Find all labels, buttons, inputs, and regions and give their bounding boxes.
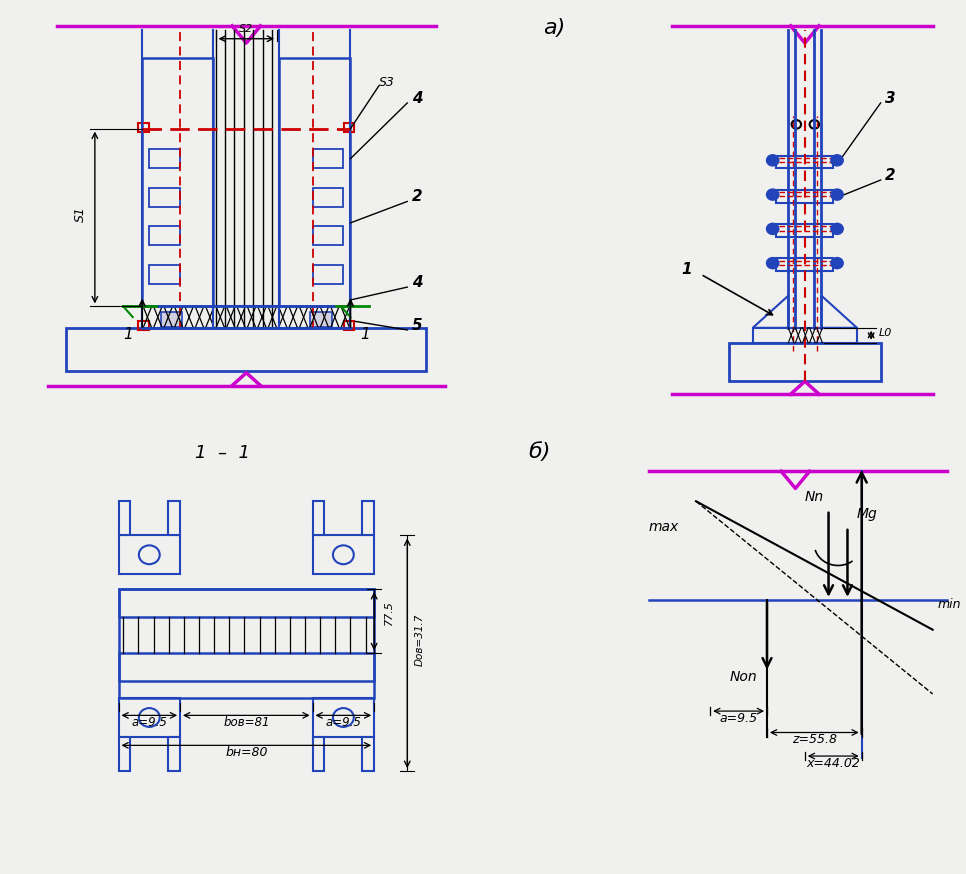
Bar	[150, 188, 180, 206]
Bar	[142, 307, 351, 328]
Bar	[313, 536, 374, 574]
Bar	[313, 265, 343, 284]
Bar	[313, 149, 343, 168]
Text: S1: S1	[74, 205, 87, 222]
Polygon shape	[753, 295, 788, 328]
Bar	[279, 58, 351, 307]
Bar	[142, 58, 213, 307]
Bar	[777, 156, 834, 169]
Circle shape	[333, 708, 354, 727]
Text: a=9.5: a=9.5	[720, 711, 757, 725]
Text: S2: S2	[240, 24, 253, 34]
Bar	[138, 321, 149, 329]
Bar	[313, 737, 325, 771]
Bar	[344, 122, 355, 132]
Bar	[67, 328, 426, 371]
Bar	[119, 653, 374, 681]
Text: bн=80: bн=80	[225, 746, 268, 759]
Text: 3: 3	[886, 91, 895, 106]
Bar	[119, 589, 374, 698]
Circle shape	[767, 155, 779, 166]
Text: 2: 2	[412, 190, 422, 205]
Bar	[150, 149, 180, 168]
Text: bов=81: bов=81	[223, 716, 270, 729]
Text: Dов=31.7: Dов=31.7	[414, 614, 424, 666]
Bar	[310, 311, 331, 327]
Bar	[168, 737, 180, 771]
Bar	[313, 501, 325, 536]
Circle shape	[767, 189, 779, 200]
Circle shape	[767, 223, 779, 234]
Text: a=9.5: a=9.5	[131, 716, 167, 729]
Text: 77.5: 77.5	[384, 600, 393, 625]
Text: z=55.8: z=55.8	[792, 733, 837, 746]
Text: min: min	[937, 599, 961, 611]
Bar	[168, 501, 180, 536]
Text: Nn: Nn	[805, 490, 824, 504]
Text: 1  –  1: 1 – 1	[195, 444, 250, 462]
Bar	[150, 265, 180, 284]
Text: a=9.5: a=9.5	[326, 716, 361, 729]
Text: 1: 1	[123, 327, 133, 342]
Bar	[313, 698, 374, 737]
Circle shape	[831, 155, 843, 166]
Bar	[119, 536, 180, 574]
Text: 4: 4	[412, 275, 422, 290]
Circle shape	[831, 223, 843, 234]
Circle shape	[831, 189, 843, 200]
Bar	[777, 190, 834, 203]
Text: 2: 2	[886, 168, 895, 183]
Bar	[753, 328, 857, 343]
Text: 5: 5	[412, 318, 422, 333]
Bar	[344, 321, 355, 329]
Bar	[729, 343, 881, 381]
Bar	[119, 501, 130, 536]
Text: а): а)	[543, 18, 565, 38]
Polygon shape	[821, 295, 857, 328]
Bar	[119, 589, 374, 617]
Text: S3: S3	[379, 76, 395, 89]
Bar	[119, 737, 130, 771]
Circle shape	[831, 258, 843, 268]
Bar	[777, 224, 834, 237]
Bar	[161, 311, 183, 327]
Text: max: max	[649, 520, 679, 534]
Text: L0: L0	[878, 329, 892, 338]
Text: 1: 1	[359, 327, 370, 342]
Bar	[313, 226, 343, 245]
Bar	[313, 188, 343, 206]
Text: Mg: Mg	[857, 508, 878, 522]
Circle shape	[139, 545, 159, 565]
Text: б): б)	[528, 442, 551, 462]
Text: x=44.02: x=44.02	[807, 757, 860, 770]
Bar	[150, 226, 180, 245]
Bar	[362, 501, 374, 536]
Circle shape	[139, 708, 159, 727]
Text: 1: 1	[682, 262, 693, 277]
Circle shape	[333, 545, 354, 565]
Bar	[119, 698, 180, 737]
Text: Non: Non	[729, 670, 757, 684]
Bar	[362, 737, 374, 771]
Text: 4: 4	[412, 91, 422, 106]
Circle shape	[767, 258, 779, 268]
Bar	[138, 122, 149, 132]
Bar	[777, 259, 834, 271]
